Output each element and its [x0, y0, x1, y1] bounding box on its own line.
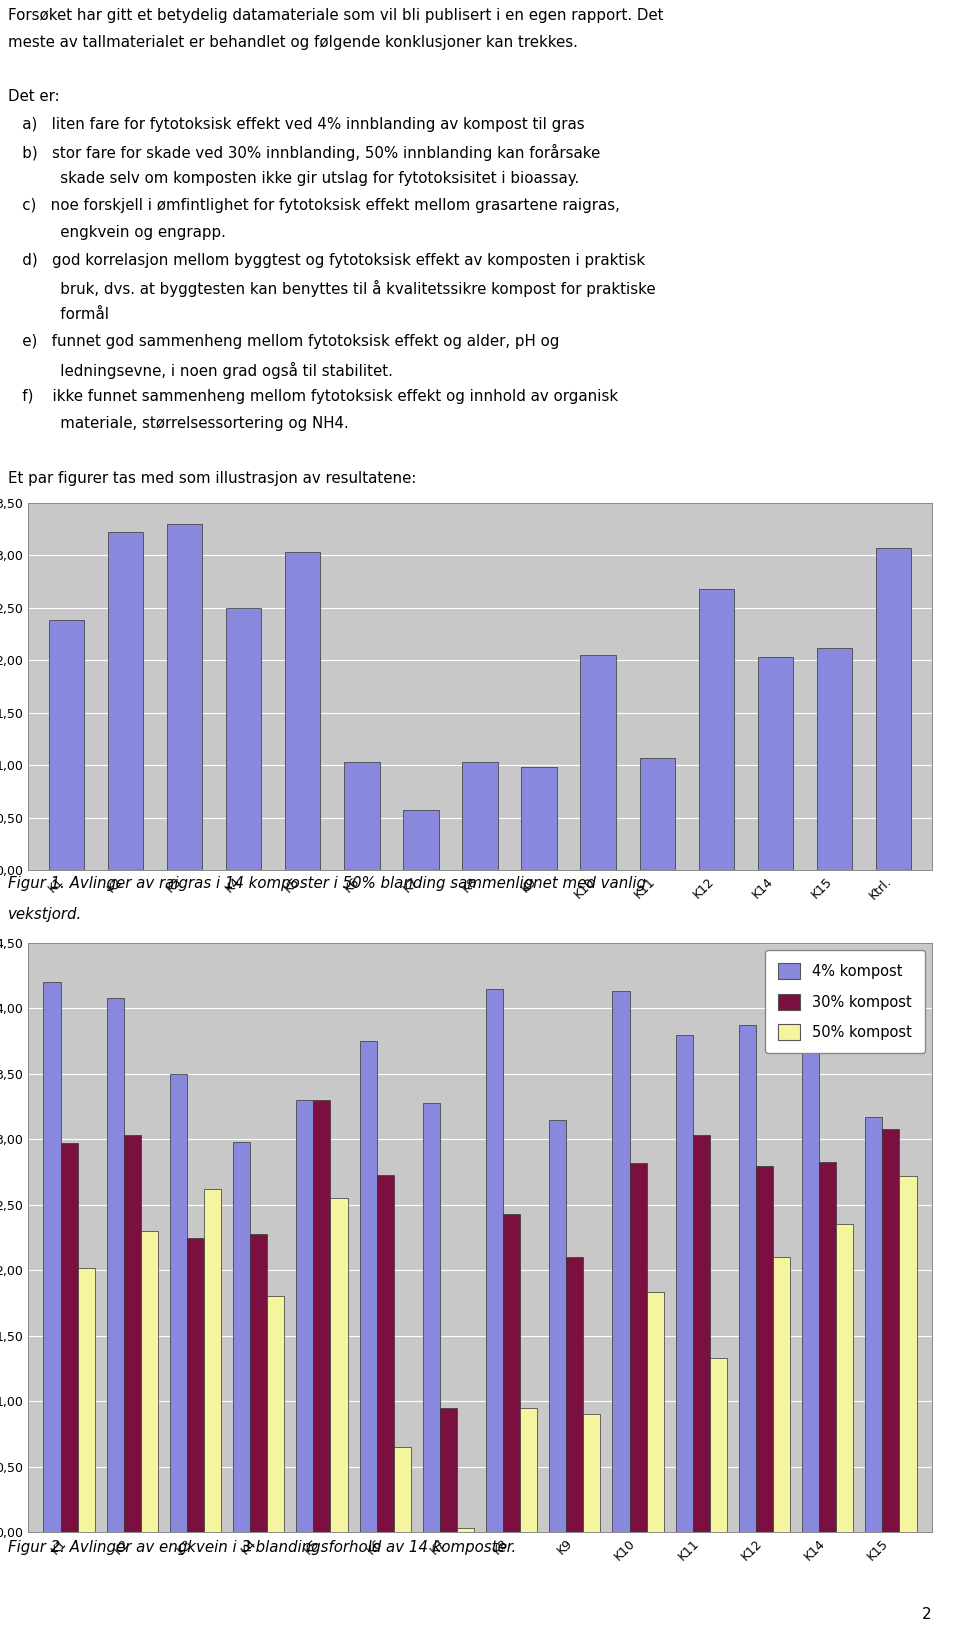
Bar — [549, 1119, 566, 1533]
Text: materiale, størrelsessortering og NH4.: materiale, størrelsessortering og NH4. — [8, 415, 348, 432]
Text: Det er:: Det er: — [8, 89, 60, 104]
Bar — [639, 758, 675, 870]
Bar — [739, 1025, 756, 1533]
Bar — [107, 999, 124, 1533]
Bar — [803, 1015, 819, 1533]
Bar — [251, 1234, 267, 1533]
Text: formål: formål — [8, 307, 109, 321]
Text: c)   noe forskjell i ømfintlighet for fytotoksisk effekt mellom grasartene raigr: c) noe forskjell i ømfintlighet for fyto… — [8, 198, 620, 213]
Text: Et par figurer tas med som illustrasjon av resultatene:: Et par figurer tas med som illustrasjon … — [8, 470, 417, 486]
Bar — [344, 761, 379, 870]
Bar — [521, 768, 557, 870]
Bar — [865, 1117, 882, 1533]
Text: b)   stor fare for skade ved 30% innblanding, 50% innblanding kan forårsake: b) stor fare for skade ved 30% innblandi… — [8, 143, 600, 162]
Text: e)   funnet god sammenheng mellom fytotoksisk effekt og alder, pH og: e) funnet god sammenheng mellom fytotoks… — [8, 335, 560, 349]
Bar — [486, 989, 503, 1533]
Bar — [581, 654, 616, 870]
Text: d)   god korrelasjon mellom byggtest og fytotoksisk effekt av komposten i prakti: d) god korrelasjon mellom byggtest og fy… — [8, 252, 645, 267]
Bar — [78, 1267, 95, 1533]
Bar — [376, 1175, 394, 1533]
Bar — [817, 648, 852, 870]
Bar — [233, 1142, 251, 1533]
Bar — [699, 588, 734, 870]
Bar — [756, 1165, 773, 1533]
Bar — [285, 552, 321, 870]
Bar — [394, 1447, 411, 1533]
Bar — [520, 1407, 538, 1533]
Bar — [676, 1035, 693, 1533]
Text: meste av tallmaterialet er behandlet og følgende konklusjoner kan trekkes.: meste av tallmaterialet er behandlet og … — [8, 35, 578, 49]
Bar — [141, 1231, 157, 1533]
Text: ledningsevne, i noen grad også til stabilitet.: ledningsevne, i noen grad også til stabi… — [8, 361, 393, 379]
Bar — [836, 1224, 853, 1533]
Bar — [187, 1238, 204, 1533]
Bar — [503, 1215, 520, 1533]
Bar — [43, 982, 60, 1533]
Bar — [693, 1135, 709, 1533]
Bar — [60, 1144, 78, 1533]
Text: a)   liten fare for fytotoksisk effekt ved 4% innblanding av kompost til gras: a) liten fare for fytotoksisk effekt ved… — [8, 117, 585, 132]
Text: f)    ikke funnet sammenheng mellom fytotoksisk effekt og innhold av organisk: f) ikke funnet sammenheng mellom fytotok… — [8, 389, 618, 404]
Bar — [876, 549, 911, 870]
Bar — [612, 992, 630, 1533]
Text: Forsøket har gitt et betydelig datamateriale som vil bli publisert i en egen rap: Forsøket har gitt et betydelig datamater… — [8, 8, 663, 23]
Bar — [167, 524, 203, 870]
Bar — [457, 1528, 474, 1533]
Legend: 4% kompost, 30% kompost, 50% kompost: 4% kompost, 30% kompost, 50% kompost — [765, 951, 924, 1053]
Bar — [297, 1101, 313, 1533]
Text: engkvein og engrapp.: engkvein og engrapp. — [8, 226, 226, 241]
Bar — [49, 620, 84, 870]
Bar — [773, 1257, 790, 1533]
Bar — [463, 761, 497, 870]
Bar — [709, 1358, 727, 1533]
Bar — [630, 1163, 647, 1533]
Bar — [757, 658, 793, 870]
Text: Figur 1. Avlinger av raigras i 14 komposter i 50% blanding sammenlignet med vanl: Figur 1. Avlinger av raigras i 14 kompos… — [8, 877, 646, 892]
Bar — [440, 1407, 457, 1533]
Bar — [900, 1177, 917, 1533]
Bar — [403, 811, 439, 870]
Bar — [360, 1042, 376, 1533]
Bar — [647, 1292, 663, 1533]
Bar — [819, 1162, 836, 1533]
Bar — [124, 1135, 141, 1533]
Bar — [566, 1257, 584, 1533]
Bar — [584, 1414, 600, 1533]
Bar — [267, 1297, 284, 1533]
Bar — [226, 608, 261, 870]
Text: Figur 2. Avlinger av engkvein i 3 blandingsforhold av 14 komposter.: Figur 2. Avlinger av engkvein i 3 blandi… — [8, 1539, 516, 1556]
Bar — [330, 1198, 348, 1533]
Text: 2: 2 — [922, 1607, 931, 1622]
Bar — [313, 1101, 330, 1533]
Bar — [882, 1129, 900, 1533]
Bar — [204, 1190, 221, 1533]
Bar — [108, 532, 143, 870]
Bar — [170, 1074, 187, 1533]
Text: bruk, dvs. at byggtesten kan benyttes til å kvalitetssikre kompost for praktiske: bruk, dvs. at byggtesten kan benyttes ti… — [8, 280, 656, 297]
Bar — [422, 1103, 440, 1533]
Text: skade selv om komposten ikke gir utslag for fytotoksisitet i bioassay.: skade selv om komposten ikke gir utslag … — [8, 171, 579, 186]
Text: vekstjord.: vekstjord. — [8, 906, 83, 921]
